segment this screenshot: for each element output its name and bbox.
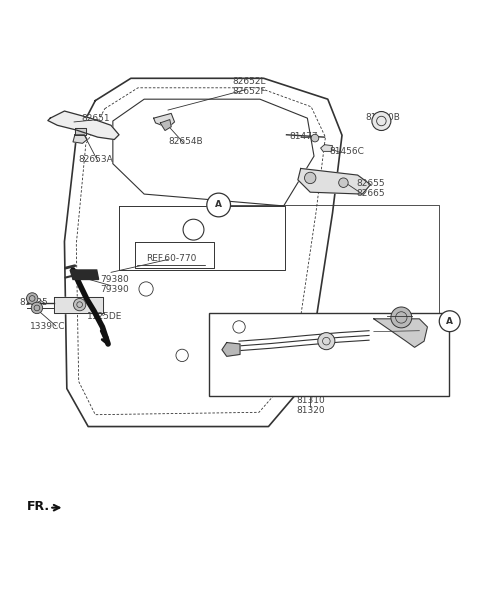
Circle shape (207, 193, 230, 217)
Circle shape (318, 333, 335, 350)
Text: 79380
79390: 79380 79390 (100, 274, 129, 294)
Polygon shape (222, 343, 240, 356)
Text: 1339CC: 1339CC (30, 322, 66, 331)
Text: 81350B: 81350B (365, 112, 400, 122)
Polygon shape (48, 111, 119, 139)
Circle shape (439, 311, 460, 331)
Polygon shape (160, 120, 171, 130)
Text: 81335: 81335 (19, 298, 48, 307)
Polygon shape (298, 168, 371, 194)
Text: 82655
82665: 82655 82665 (356, 178, 385, 198)
Bar (209, 313, 449, 396)
Polygon shape (73, 134, 87, 143)
Polygon shape (75, 128, 86, 134)
Text: FR.: FR. (27, 500, 50, 513)
Circle shape (73, 299, 86, 311)
Text: 82651: 82651 (81, 114, 109, 123)
Text: 82652L
82652F: 82652L 82652F (233, 77, 266, 96)
Circle shape (311, 134, 319, 142)
Polygon shape (374, 319, 427, 347)
Text: 81371B: 81371B (287, 357, 322, 366)
Circle shape (31, 302, 43, 314)
Text: A: A (446, 317, 453, 325)
Polygon shape (54, 296, 103, 313)
Text: REF.60-770: REF.60-770 (146, 254, 196, 263)
Text: 1125DE: 1125DE (87, 312, 122, 321)
Circle shape (26, 293, 38, 304)
Text: 82654B: 82654B (168, 137, 203, 146)
Circle shape (391, 307, 412, 328)
Text: 81477: 81477 (290, 131, 318, 140)
Text: 81456C: 81456C (329, 147, 364, 156)
Text: 81310
81320: 81310 81320 (297, 396, 325, 415)
Text: 81473E
81483A: 81473E 81483A (228, 340, 262, 359)
Text: A: A (215, 201, 222, 209)
Polygon shape (321, 145, 333, 151)
Circle shape (304, 172, 316, 184)
Circle shape (372, 111, 391, 130)
Polygon shape (70, 270, 98, 280)
Polygon shape (154, 114, 175, 128)
Text: 82653A: 82653A (78, 155, 113, 164)
Circle shape (339, 178, 348, 187)
